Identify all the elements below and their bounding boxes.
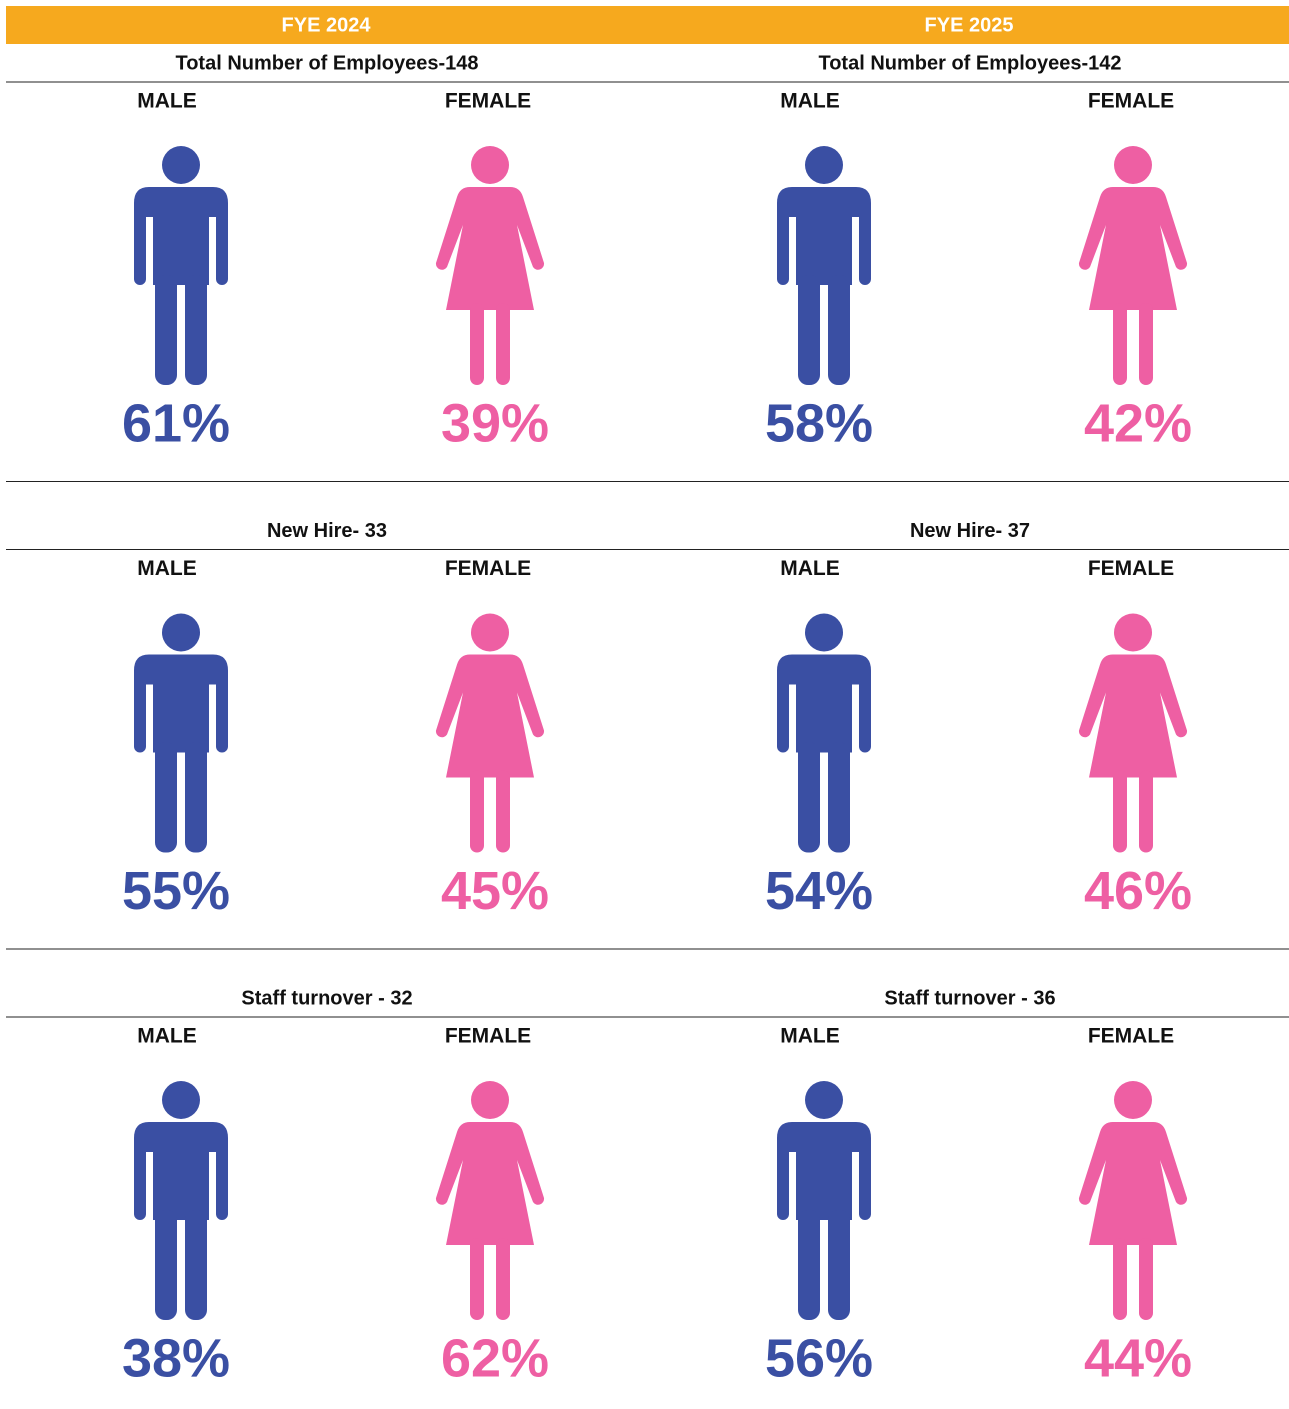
percent-value: 45% — [441, 861, 549, 921]
percent-value: 44% — [1084, 1328, 1192, 1388]
header-bar — [6, 6, 649, 44]
section-title: Staff turnover - 36 — [884, 987, 1055, 1009]
female-icon — [435, 613, 545, 853]
gender-label: MALE — [780, 557, 840, 580]
section-title: New Hire- 33 — [267, 520, 387, 542]
section-title: New Hire- 37 — [910, 520, 1030, 542]
percent-value: 38% — [122, 1328, 230, 1388]
gender-label: FEMALE — [445, 1025, 531, 1048]
gender-label: MALE — [780, 90, 840, 113]
gender-label: MALE — [137, 90, 197, 113]
percent-value: 55% — [122, 861, 230, 921]
percent-value: 46% — [1084, 861, 1192, 921]
percent-value: 62% — [441, 1328, 549, 1388]
gender-label: FEMALE — [1088, 557, 1174, 580]
gender-label: FEMALE — [445, 557, 531, 580]
gender-label: MALE — [780, 1025, 840, 1048]
percent-value: 56% — [765, 1328, 873, 1388]
male-icon — [777, 613, 871, 853]
header-title: FYE 2025 — [925, 14, 1014, 36]
gender-label: FEMALE — [445, 90, 531, 113]
section-title: Staff turnover - 32 — [241, 987, 412, 1009]
male-icon — [134, 1081, 228, 1320]
gender-label: MALE — [137, 557, 197, 580]
gender-label: FEMALE — [1088, 1025, 1174, 1048]
header-bar — [649, 6, 1289, 44]
female-icon — [435, 1081, 545, 1320]
percent-value: 58% — [765, 393, 873, 453]
percent-value: 39% — [441, 393, 549, 453]
female-icon — [435, 146, 545, 385]
header-title: FYE 2024 — [282, 14, 372, 36]
female-icon — [1078, 1081, 1188, 1320]
percent-value: 61% — [122, 393, 230, 453]
percent-value: 42% — [1084, 393, 1192, 453]
male-icon — [777, 146, 871, 385]
female-icon — [1078, 613, 1188, 853]
gender-label: MALE — [137, 1025, 197, 1048]
percent-value: 54% — [765, 861, 873, 921]
male-icon — [134, 146, 228, 385]
section-title: Total Number of Employees-148 — [175, 52, 478, 74]
male-icon — [777, 1081, 871, 1320]
gender-label: FEMALE — [1088, 90, 1174, 113]
male-icon — [134, 613, 228, 853]
female-icon — [1078, 146, 1188, 385]
section-title: Total Number of Employees-142 — [818, 52, 1121, 74]
